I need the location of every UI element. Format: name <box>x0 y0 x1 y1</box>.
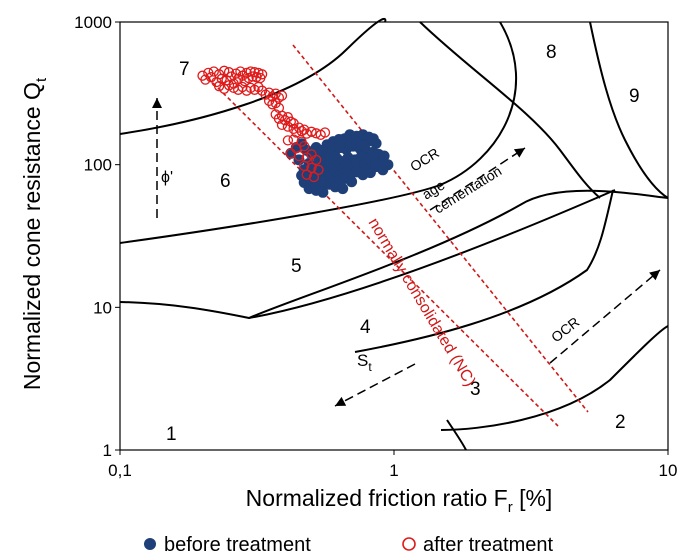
after-point-76 <box>311 154 322 166</box>
x-axis-title: Normalized friction ratio Fr [%] <box>246 485 553 516</box>
before-point-89 <box>358 139 370 151</box>
zone-boundary-4 <box>248 189 616 319</box>
arrow-phi-head <box>152 98 162 108</box>
arrow-st-head <box>335 396 347 406</box>
before-point-65 <box>346 176 358 188</box>
after-point-43 <box>276 90 288 101</box>
annotation-st-sub: t <box>368 360 372 374</box>
legend-marker-after <box>402 537 416 551</box>
after-point-71 <box>299 140 310 152</box>
legend-label-after: after treatment <box>423 534 554 556</box>
zone-label-2: 2 <box>615 412 626 433</box>
arrow-age-cementation-shaft <box>429 147 526 211</box>
before-point-74 <box>317 186 329 198</box>
after-point-80 <box>301 169 312 180</box>
x-axis-title-main: Normalized friction ratio F <box>246 485 508 511</box>
after-point-27 <box>213 81 225 92</box>
legend: before treatment after treatment <box>144 534 554 556</box>
annotation-phi: ϕ' <box>161 169 173 186</box>
before-point-46 <box>377 164 389 176</box>
annotation-st: St <box>357 351 372 374</box>
zone-label-7: 7 <box>179 59 190 80</box>
after-point-79 <box>313 164 324 175</box>
before-point-57 <box>364 167 376 179</box>
after-point-78 <box>306 162 317 173</box>
before-point-71 <box>337 183 349 195</box>
after-point-56 <box>282 121 294 132</box>
zone-boundary-2 <box>119 21 518 244</box>
plot-frame <box>119 21 669 451</box>
legend-label-before: before treatment <box>164 534 311 556</box>
after-point-22 <box>249 67 260 78</box>
zone-boundary-5 <box>354 189 614 353</box>
annotation-ocr-upper: OCR <box>407 144 442 174</box>
x-axis-title-unit: [%] <box>513 485 553 511</box>
after-point-20 <box>245 66 256 77</box>
nc-line-lower <box>207 77 559 427</box>
after-point-1 <box>200 74 211 85</box>
arrow-ocr-shaft <box>549 269 661 364</box>
zone-label-1: 1 <box>166 424 177 445</box>
after-point-81 <box>308 171 320 183</box>
legend-marker-before <box>144 538 156 550</box>
y-tick-label-3: 1000 <box>74 13 112 32</box>
after-point-63 <box>306 126 317 137</box>
y-axis-title-main: Normalized cone resistance Q <box>19 82 45 390</box>
annotation-st-main: S <box>357 351 368 370</box>
zone-label-9: 9 <box>629 86 640 107</box>
after-point-36 <box>253 81 264 93</box>
zone-boundary-9 <box>589 21 669 199</box>
before-point-85 <box>327 138 339 150</box>
x-tick-label-2: 10 <box>659 461 678 480</box>
zone-boundary-7 <box>446 419 467 451</box>
y-axis-title: Normalized cone resistance Qt <box>19 77 50 390</box>
trend-arrows <box>152 98 661 407</box>
after-point-60 <box>291 127 302 138</box>
before-point-84 <box>367 133 379 145</box>
after-point-4 <box>208 66 219 77</box>
zone-label-3: 3 <box>470 379 481 400</box>
annotation-nc: normally consolidated (NC) <box>365 215 479 389</box>
after-point-42 <box>273 92 285 103</box>
x-tick-label-1: 1 <box>389 461 398 480</box>
after-point-44 <box>263 95 275 107</box>
before-point-78 <box>285 147 297 159</box>
arrow-ocr-head <box>649 270 660 281</box>
nc-reference-lines <box>207 44 589 427</box>
x-axis-title-sub: r <box>508 499 513 516</box>
series-before-treatment <box>285 129 394 198</box>
zone-boundary-8 <box>419 21 601 199</box>
y-tick-label-1: 10 <box>93 298 112 317</box>
after-point-26 <box>256 69 268 80</box>
after-point-55 <box>276 119 288 131</box>
y-tick-label-2: 100 <box>84 156 112 175</box>
nc-line-upper <box>292 44 589 413</box>
after-point-53 <box>285 116 296 127</box>
after-point-66 <box>319 127 331 138</box>
after-point-67 <box>282 135 294 146</box>
zone-boundaries <box>119 17 669 451</box>
zone-label-6: 6 <box>220 171 231 192</box>
x-tick-label-0: 0,1 <box>108 461 132 480</box>
arrow-st-shaft <box>334 363 416 407</box>
after-point-61 <box>296 125 307 137</box>
y-tick-label-0: 1 <box>103 441 112 460</box>
zone-boundary-3 <box>119 189 669 320</box>
after-point-8 <box>219 65 230 76</box>
zone-label-8: 8 <box>546 42 557 63</box>
zone-label-5: 5 <box>291 256 302 277</box>
series-after-treatment <box>197 65 331 183</box>
zone-label-4: 4 <box>360 317 371 338</box>
zone-boundary-6 <box>440 325 669 431</box>
y-axis-title-sub: t <box>33 77 50 82</box>
after-point-58 <box>293 122 305 133</box>
zone-boundary-1 <box>119 17 387 135</box>
arrow-age-cementation-head <box>513 148 525 158</box>
after-point-73 <box>293 150 305 162</box>
